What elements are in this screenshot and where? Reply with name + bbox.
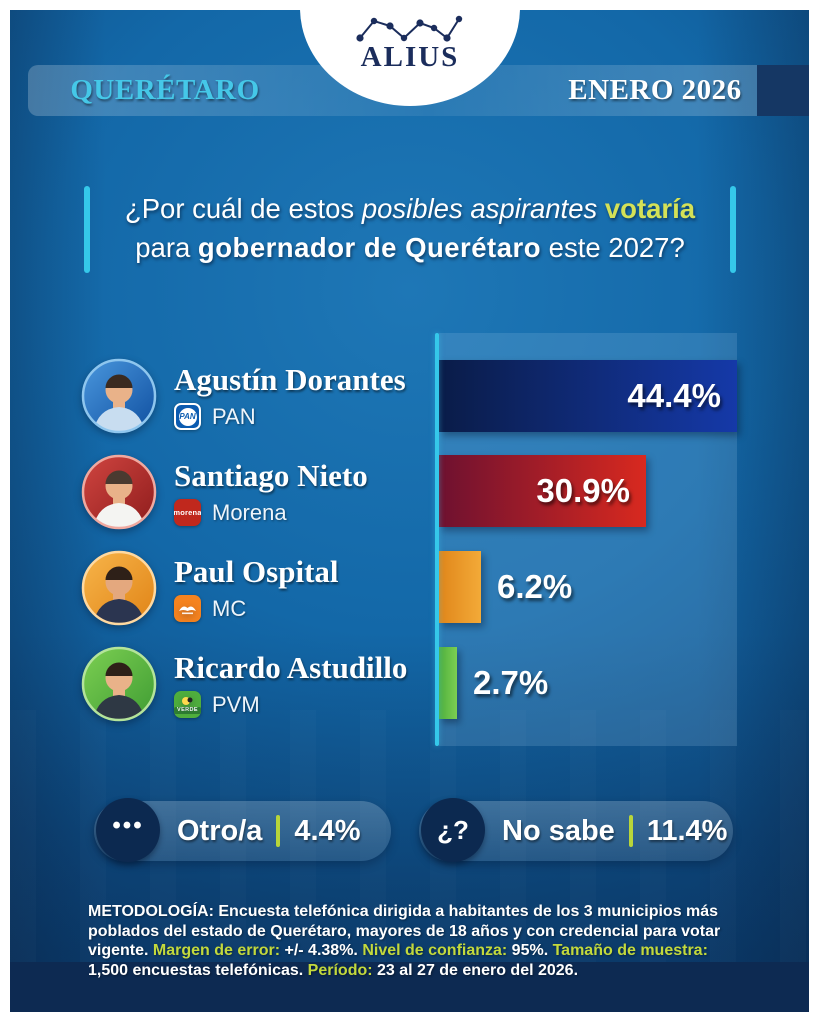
no-sabe-pill: ¿? No sabe 11.4%: [419, 798, 733, 862]
ellipsis-icon: •••: [96, 798, 160, 862]
header-strip-endcap: [757, 65, 809, 116]
candidate-name: Agustín Dorantes: [174, 362, 406, 397]
morena-logo: morena: [174, 499, 201, 526]
candidate-row: Ricardo Astudillo VERDE PVM: [80, 645, 407, 723]
mc-logo: [174, 595, 201, 622]
verde-logo: VERDE: [174, 691, 201, 718]
candidate-info: Agustín Dorantes PAN PAN: [174, 362, 406, 430]
candidate-name: Paul Ospital: [174, 554, 339, 589]
chart-panel: 44.4% 30.9% 6.2% 2.7%: [439, 333, 737, 746]
bar-pvm: 2.7%: [439, 647, 548, 719]
candidate-party: VERDE PVM: [174, 691, 407, 718]
question-left-rule: [84, 186, 90, 273]
question-mark-icon: ¿?: [421, 798, 485, 862]
bar-pan: 44.4%: [439, 360, 737, 432]
bar-morena: 30.9%: [439, 455, 646, 527]
poll-question: ¿Por cuál de estos posibles aspirantes v…: [124, 193, 696, 263]
pill-divider: [276, 815, 281, 847]
pan-logo: PAN: [174, 403, 201, 430]
others-pill: ••• Otro/a 4.4%: [94, 798, 391, 862]
others-label: Otro/a: [177, 814, 263, 847]
party-label: Morena: [212, 499, 287, 525]
network-dots-icon: [356, 15, 463, 42]
date-badge: ENERO 2026: [568, 74, 742, 106]
candidate-name: Ricardo Astudillo: [174, 650, 408, 685]
candidate-party: morena Morena: [174, 499, 368, 526]
alius-logo: ALIUS: [340, 14, 480, 74]
candidate-info: Paul Ospital MC: [174, 554, 339, 622]
candidate-info: Ricardo Astudillo VERDE PVM: [174, 650, 407, 718]
candidate-name: Santiago Nieto: [174, 458, 368, 493]
party-label: PAN: [212, 403, 256, 429]
candidate-info: Santiago Nieto morena Morena: [174, 458, 368, 526]
party-label: PVM: [212, 691, 260, 717]
candidate-photo: [81, 646, 157, 722]
candidate-row: Agustín Dorantes PAN PAN: [80, 357, 406, 435]
candidate-photo: [81, 550, 157, 626]
bar-mc: 6.2%: [439, 551, 572, 623]
no-sabe-value: 11.4%: [646, 814, 728, 847]
candidate-photo: [81, 454, 157, 530]
methodology-text: METODOLOGÍA: Encuesta telefónica dirigid…: [88, 903, 721, 979]
brand-name: ALIUS: [360, 41, 460, 73]
candidate-party: MC: [174, 595, 339, 622]
bar-value-label: 30.9%: [536, 472, 630, 509]
pill-divider: [628, 815, 633, 847]
location-badge: QUERÉTARO: [70, 74, 260, 106]
chart-axis-line: [435, 333, 439, 746]
candidate-row: Paul Ospital MC: [80, 549, 339, 627]
bar-value-label: 44.4%: [627, 377, 721, 414]
candidate-row: Santiago Nieto morena Morena: [80, 453, 368, 531]
party-label: MC: [212, 595, 247, 621]
question-right-rule: [730, 186, 736, 273]
bar-value-label: 6.2%: [497, 568, 573, 605]
candidate-party: PAN PAN: [174, 403, 406, 430]
candidate-photo: [81, 358, 157, 434]
others-value: 4.4%: [294, 814, 361, 847]
no-sabe-label: No sabe: [502, 814, 615, 847]
canvas: ALIUS QUERÉTARO ENERO 2026 ¿Por cuál de …: [10, 10, 809, 1012]
footer-band: [10, 962, 809, 1012]
bar-value-label: 2.7%: [473, 664, 549, 701]
